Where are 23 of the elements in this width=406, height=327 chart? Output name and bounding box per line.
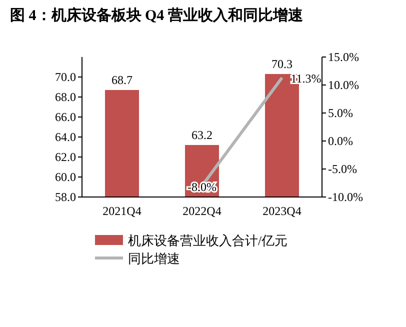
y-tick-label: 66.0 — [55, 110, 76, 124]
y2-tick-label: 0.0% — [328, 134, 353, 148]
legend-label: 机床设备营业收入合计/亿元 — [128, 233, 288, 248]
data-label: 68.7 — [112, 73, 132, 87]
data-label: 63.2 — [192, 128, 212, 142]
y-tick-label: 68.0 — [55, 90, 76, 104]
y2-tick-label: 15.0% — [328, 50, 359, 64]
chart-title: 图 4：机床设备板块 Q4 营业收入和同比增速 — [10, 6, 304, 24]
y2-tick-label: 10.0% — [328, 78, 359, 92]
y-tick-label: 58.0 — [55, 190, 76, 204]
x-tick-label: 2021Q4 — [102, 204, 142, 218]
x-tick-label: 2022Q4 — [182, 204, 222, 218]
y-tick-label: 60.0 — [55, 170, 76, 184]
y-tick-label: 64.0 — [55, 130, 76, 144]
x-tick-label: 2023Q4 — [262, 204, 302, 218]
legend-label: 同比增速 — [128, 251, 180, 266]
y2-tick-label: 5.0% — [328, 106, 353, 120]
y2-tick-label: -10.0% — [328, 190, 363, 204]
y-tick-label: 62.0 — [55, 150, 76, 164]
data-label: -8.0% — [188, 180, 216, 194]
y-tick-label: 70.0 — [55, 70, 76, 84]
data-label: 70.3 — [272, 57, 292, 71]
y2-tick-label: -5.0% — [328, 162, 357, 176]
